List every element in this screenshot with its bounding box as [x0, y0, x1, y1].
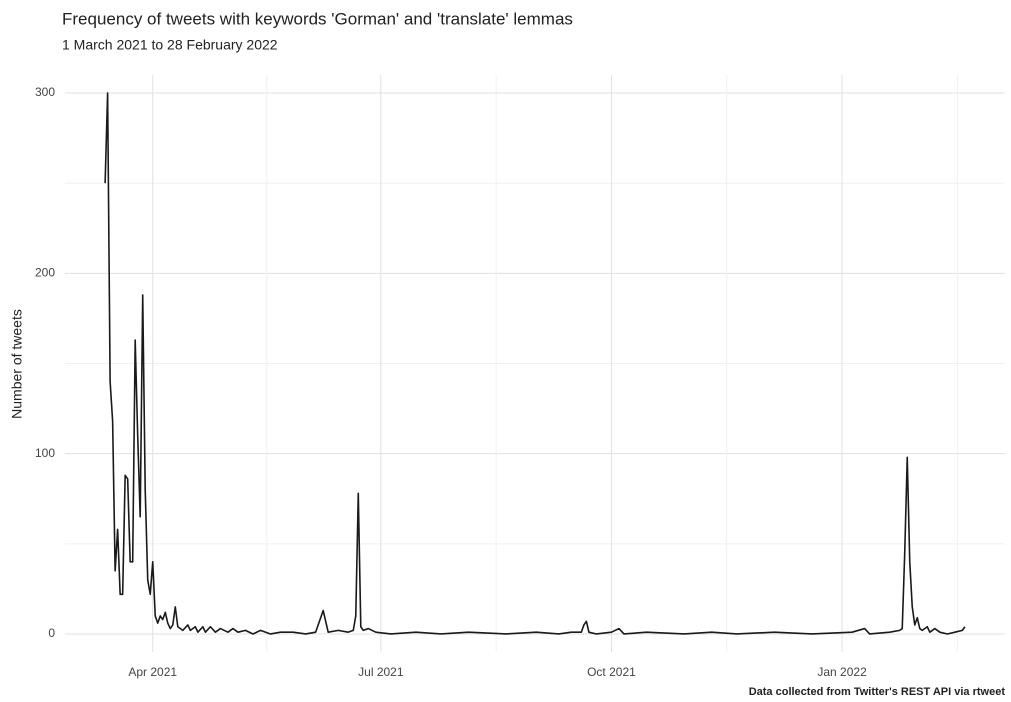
x-tick-label: Jan 2022 [817, 665, 867, 679]
data-line [104, 92, 966, 635]
y-tick-label: 0 [48, 626, 55, 640]
x-tick-label: Apr 2021 [128, 665, 177, 679]
x-tick-label: Jul 2021 [358, 665, 404, 679]
chart-subtitle: 1 March 2021 to 28 February 2022 [62, 37, 278, 53]
y-tick-label: 300 [35, 85, 55, 99]
y-tick-label: 200 [35, 266, 55, 280]
caption: Data collected from Twitter's REST API v… [749, 686, 1006, 698]
y-tick-label: 100 [35, 446, 55, 460]
chart-title: Frequency of tweets with keywords 'Gorma… [62, 9, 573, 28]
x-tick-label: Oct 2021 [587, 665, 636, 679]
y-axis-label: Number of tweets [9, 309, 25, 419]
